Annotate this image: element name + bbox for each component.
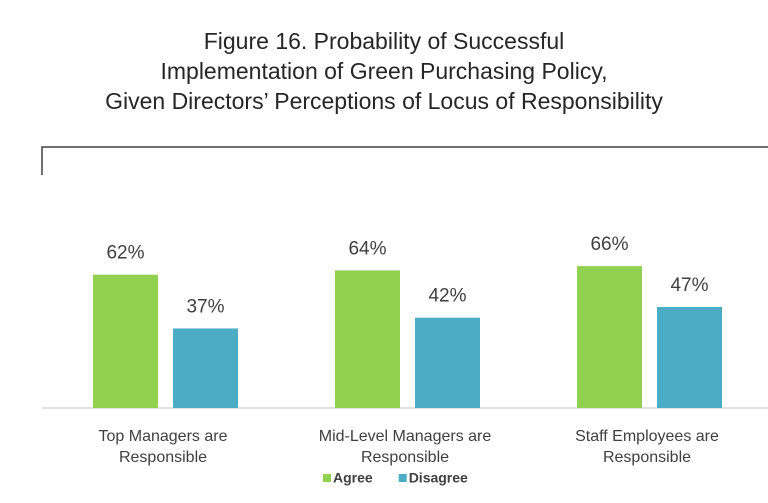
legend-swatch: [323, 474, 331, 482]
x-tick-label: Mid-Level Managers are Responsible: [318, 428, 492, 466]
bar: [93, 274, 158, 408]
bar: [577, 266, 642, 408]
x-tick-label: Staff Employees are Responsible: [575, 428, 719, 466]
data-label: 66%: [590, 234, 628, 255]
bracket: [41, 146, 768, 175]
x-tick-label: Top Managers are Responsible: [98, 428, 228, 466]
data-label: 64%: [348, 238, 386, 259]
chart-title: Figure 16. Probability of Successful Imp…: [105, 28, 663, 114]
bar: [173, 328, 238, 408]
data-label: 47%: [670, 275, 708, 296]
data-label: 42%: [428, 286, 466, 307]
data-label: 62%: [106, 243, 144, 264]
data-label: 37%: [186, 296, 224, 317]
bar: [657, 306, 722, 408]
legend-swatch: [398, 474, 407, 482]
legend-label: Agree: [333, 470, 373, 486]
bar: [335, 270, 400, 408]
legend-label: Disagree: [409, 470, 468, 486]
bar: [415, 317, 480, 408]
